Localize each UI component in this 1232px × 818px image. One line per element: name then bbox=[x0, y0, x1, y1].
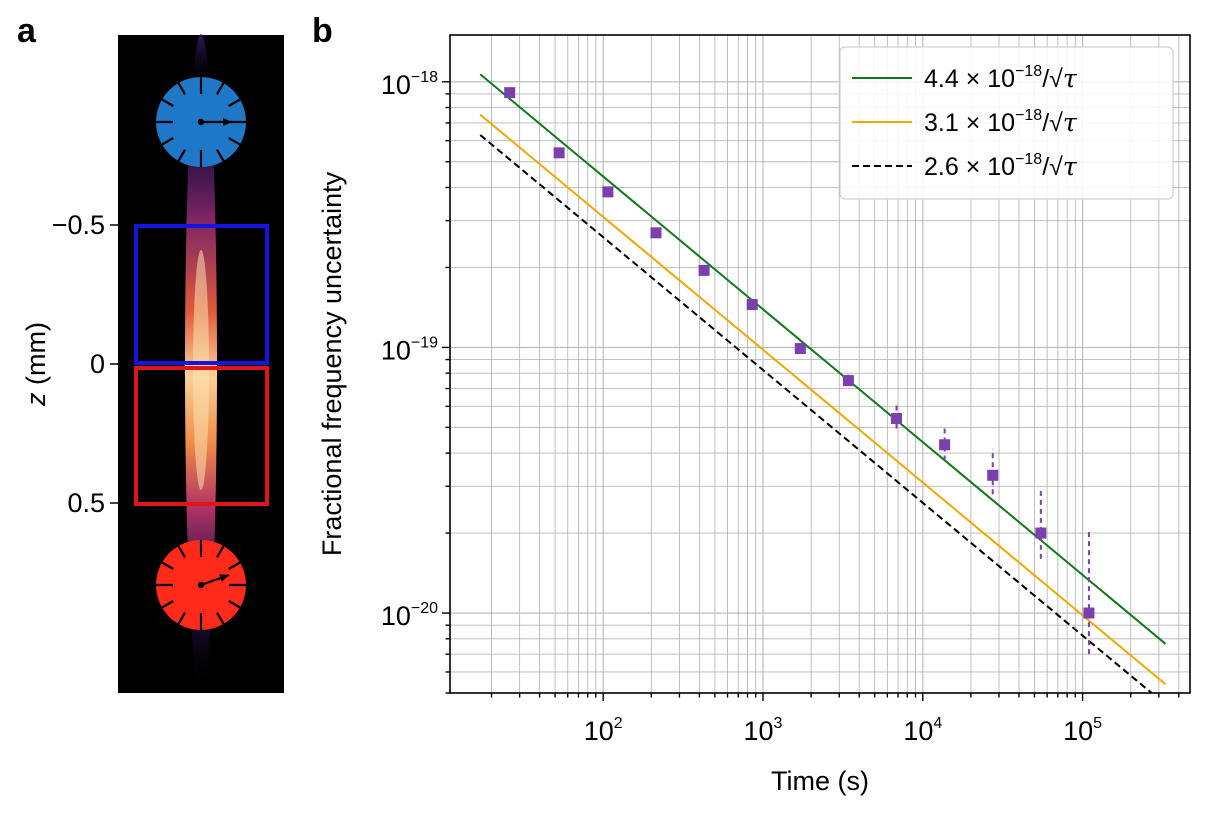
legend-box bbox=[839, 46, 1174, 200]
clock-tick bbox=[161, 137, 174, 146]
fit-line bbox=[479, 134, 1154, 693]
panel-a-tick-label: −0.5 bbox=[52, 210, 105, 240]
legend-label: 2.6 × 10−18/√τ bbox=[924, 151, 1078, 181]
data-point bbox=[1083, 607, 1095, 619]
data-point bbox=[794, 343, 806, 355]
clock-tick bbox=[228, 561, 241, 570]
panel-a-image bbox=[118, 34, 284, 694]
data-point bbox=[553, 147, 565, 159]
clock-icon bbox=[156, 77, 246, 167]
panel-a-label: a bbox=[17, 12, 37, 50]
clock-tick bbox=[228, 98, 241, 107]
clock-tick bbox=[177, 612, 186, 625]
data-point bbox=[891, 412, 903, 424]
plot-frame bbox=[449, 34, 1191, 694]
y-axis-label: Fractional frequency uncertainty bbox=[317, 171, 347, 556]
panel-a-tick-label: 0.5 bbox=[67, 488, 105, 518]
fit-lines bbox=[479, 73, 1167, 693]
data-point bbox=[650, 227, 662, 239]
panel-b-label: b bbox=[312, 12, 333, 50]
legend: 4.4 × 10−18/√τ 3.1 × 10−18/√τ 2.6 × 10−18/… bbox=[839, 46, 1174, 200]
clock-tick bbox=[161, 600, 174, 609]
clock-tick bbox=[177, 149, 186, 162]
clock-tick bbox=[177, 82, 186, 95]
clock-tick bbox=[228, 600, 241, 609]
axis-ticks: 102 103 104 105 10−20 10−19 10−18 bbox=[381, 69, 1180, 746]
x-tick-label: 102 bbox=[584, 715, 623, 746]
data-point bbox=[987, 469, 999, 481]
data-points bbox=[504, 87, 1095, 655]
clock-tick bbox=[161, 561, 174, 570]
legend-label: 3.1 × 10−18/√τ bbox=[924, 107, 1078, 137]
fit-line bbox=[479, 73, 1167, 645]
data-point bbox=[698, 264, 710, 276]
data-point bbox=[504, 87, 516, 99]
lower-region-box bbox=[134, 366, 269, 506]
y-tick-label: 10−20 bbox=[381, 600, 438, 631]
clock-icon bbox=[156, 540, 246, 630]
data-point bbox=[1035, 527, 1047, 539]
panel-a-tick-label: 0 bbox=[90, 349, 105, 379]
clock-hand-arrow bbox=[219, 574, 229, 582]
clock-tick bbox=[216, 612, 225, 625]
clock-tick bbox=[228, 137, 241, 146]
clock-tick bbox=[177, 545, 186, 558]
panel-a-ylabel: z (mm) bbox=[21, 322, 51, 407]
data-point bbox=[746, 299, 758, 311]
fit-line bbox=[479, 113, 1167, 685]
y-tick-label: 10−18 bbox=[381, 69, 438, 100]
clock-tick bbox=[216, 545, 225, 558]
x-tick-label: 105 bbox=[1063, 715, 1102, 746]
x-tick-label: 103 bbox=[744, 715, 783, 746]
legend-label: 4.4 × 10−18/√τ bbox=[924, 63, 1078, 93]
data-point bbox=[602, 186, 614, 198]
y-tick-label: 10−19 bbox=[381, 334, 438, 365]
panel-a-ticks: −0.5 0 0.5 bbox=[52, 210, 118, 518]
clock-center bbox=[197, 118, 205, 126]
clock-hand-arrow bbox=[223, 118, 232, 126]
data-point bbox=[939, 439, 951, 451]
clock-center bbox=[197, 581, 205, 589]
x-axis-label: Time (s) bbox=[771, 766, 869, 796]
clock-tick bbox=[161, 98, 174, 107]
upper-region-box bbox=[134, 224, 269, 365]
data-point bbox=[842, 375, 854, 387]
x-tick-label: 104 bbox=[903, 715, 942, 746]
clock-tick bbox=[216, 82, 225, 95]
clock-tick bbox=[216, 149, 225, 162]
